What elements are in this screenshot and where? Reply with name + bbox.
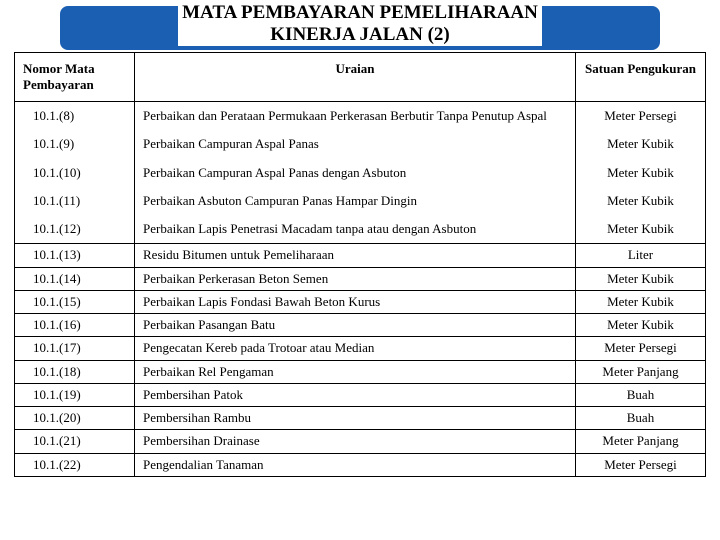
table-row: 10.1.(19)Pembersihan PatokBuah	[15, 383, 706, 406]
table-row: 10.1.(10)Perbaikan Campuran Aspal Panas …	[15, 159, 706, 187]
cell-unit: Meter Kubik	[576, 267, 706, 290]
table-row: 10.1.(18)Perbaikan Rel PengamanMeter Pan…	[15, 360, 706, 383]
table-header: Nomor Mata Pembayaran Uraian Satuan Peng…	[15, 53, 706, 102]
cell-desc: Perbaikan Perkerasan Beton Semen	[135, 267, 576, 290]
cell-unit: Meter Persegi	[576, 337, 706, 360]
cell-desc: Perbaikan Campuran Aspal Panas	[135, 130, 576, 158]
cell-unit: Meter Persegi	[576, 102, 706, 131]
cell-code: 10.1.(16)	[15, 314, 135, 337]
table-row: 10.1.(11)Perbaikan Asbuton Campuran Pana…	[15, 187, 706, 215]
cell-desc: Pengendalian Tanaman	[135, 453, 576, 476]
cell-unit: Meter Kubik	[576, 187, 706, 215]
cell-desc: Perbaikan dan Perataan Permukaan Perkera…	[135, 102, 576, 131]
cell-unit: Meter Panjang	[576, 430, 706, 453]
table-row: 10.1.(15)Perbaikan Lapis Fondasi Bawah B…	[15, 290, 706, 313]
cell-desc: Pembersihan Rambu	[135, 407, 576, 430]
table-row: 10.1.(17)Pengecatan Kereb pada Trotoar a…	[15, 337, 706, 360]
table-row: 10.1.(12)Perbaikan Lapis Penetrasi Macad…	[15, 215, 706, 244]
cell-desc: Perbaikan Campuran Aspal Panas dengan As…	[135, 159, 576, 187]
cell-code: 10.1.(21)	[15, 430, 135, 453]
cell-code: 10.1.(8)	[15, 102, 135, 131]
title-banner: MATA PEMBAYARAN PEMELIHARAAN KINERJA JAL…	[60, 2, 660, 46]
title-text: MATA PEMBAYARAN PEMELIHARAAN KINERJA JAL…	[178, 2, 542, 46]
cell-desc: Pembersihan Patok	[135, 383, 576, 406]
cell-unit: Liter	[576, 244, 706, 267]
cell-unit: Meter Persegi	[576, 453, 706, 476]
cell-unit: Meter Panjang	[576, 360, 706, 383]
cell-desc: Perbaikan Asbuton Campuran Panas Hampar …	[135, 187, 576, 215]
table-body: 10.1.(8)Perbaikan dan Perataan Permukaan…	[15, 102, 706, 477]
title-line-2: KINERJA JALAN (2)	[270, 24, 449, 45]
cell-code: 10.1.(9)	[15, 130, 135, 158]
col-header-unit: Satuan Pengukuran	[576, 53, 706, 102]
cell-code: 10.1.(11)	[15, 187, 135, 215]
cell-unit: Meter Kubik	[576, 159, 706, 187]
table-row: 10.1.(22)Pengendalian TanamanMeter Perse…	[15, 453, 706, 476]
title-line-1: MATA PEMBAYARAN PEMELIHARAAN	[182, 2, 538, 23]
cell-unit: Buah	[576, 407, 706, 430]
payment-table: Nomor Mata Pembayaran Uraian Satuan Peng…	[14, 52, 706, 477]
table-row: 10.1.(21)Pembersihan DrainaseMeter Panja…	[15, 430, 706, 453]
cell-code: 10.1.(22)	[15, 453, 135, 476]
cell-desc: Pengecatan Kereb pada Trotoar atau Media…	[135, 337, 576, 360]
cell-desc: Perbaikan Lapis Penetrasi Macadam tanpa …	[135, 215, 576, 244]
cell-unit: Meter Kubik	[576, 290, 706, 313]
table-row: 10.1.(20)Pembersihan RambuBuah	[15, 407, 706, 430]
cell-code: 10.1.(18)	[15, 360, 135, 383]
cell-code: 10.1.(12)	[15, 215, 135, 244]
cell-desc: Residu Bitumen untuk Pemeliharaan	[135, 244, 576, 267]
col-header-desc: Uraian	[135, 53, 576, 102]
cell-code: 10.1.(10)	[15, 159, 135, 187]
table-row: 10.1.(16)Perbaikan Pasangan BatuMeter Ku…	[15, 314, 706, 337]
cell-desc: Perbaikan Pasangan Batu	[135, 314, 576, 337]
cell-unit: Meter Kubik	[576, 130, 706, 158]
cell-code: 10.1.(13)	[15, 244, 135, 267]
cell-desc: Perbaikan Rel Pengaman	[135, 360, 576, 383]
cell-unit: Buah	[576, 383, 706, 406]
cell-code: 10.1.(14)	[15, 267, 135, 290]
cell-desc: Pembersihan Drainase	[135, 430, 576, 453]
cell-code: 10.1.(20)	[15, 407, 135, 430]
cell-code: 10.1.(17)	[15, 337, 135, 360]
table-row: 10.1.(8)Perbaikan dan Perataan Permukaan…	[15, 102, 706, 131]
cell-code: 10.1.(19)	[15, 383, 135, 406]
cell-code: 10.1.(15)	[15, 290, 135, 313]
table-row: 10.1.(13)Residu Bitumen untuk Pemelihara…	[15, 244, 706, 267]
table-header-row: Nomor Mata Pembayaran Uraian Satuan Peng…	[15, 53, 706, 102]
cell-unit: Meter Kubik	[576, 314, 706, 337]
cell-desc: Perbaikan Lapis Fondasi Bawah Beton Kuru…	[135, 290, 576, 313]
table-row: 10.1.(9)Perbaikan Campuran Aspal PanasMe…	[15, 130, 706, 158]
table-row: 10.1.(14)Perbaikan Perkerasan Beton Seme…	[15, 267, 706, 290]
col-header-code: Nomor Mata Pembayaran	[15, 53, 135, 102]
cell-unit: Meter Kubik	[576, 215, 706, 244]
payment-table-wrap: Nomor Mata Pembayaran Uraian Satuan Peng…	[14, 52, 706, 532]
